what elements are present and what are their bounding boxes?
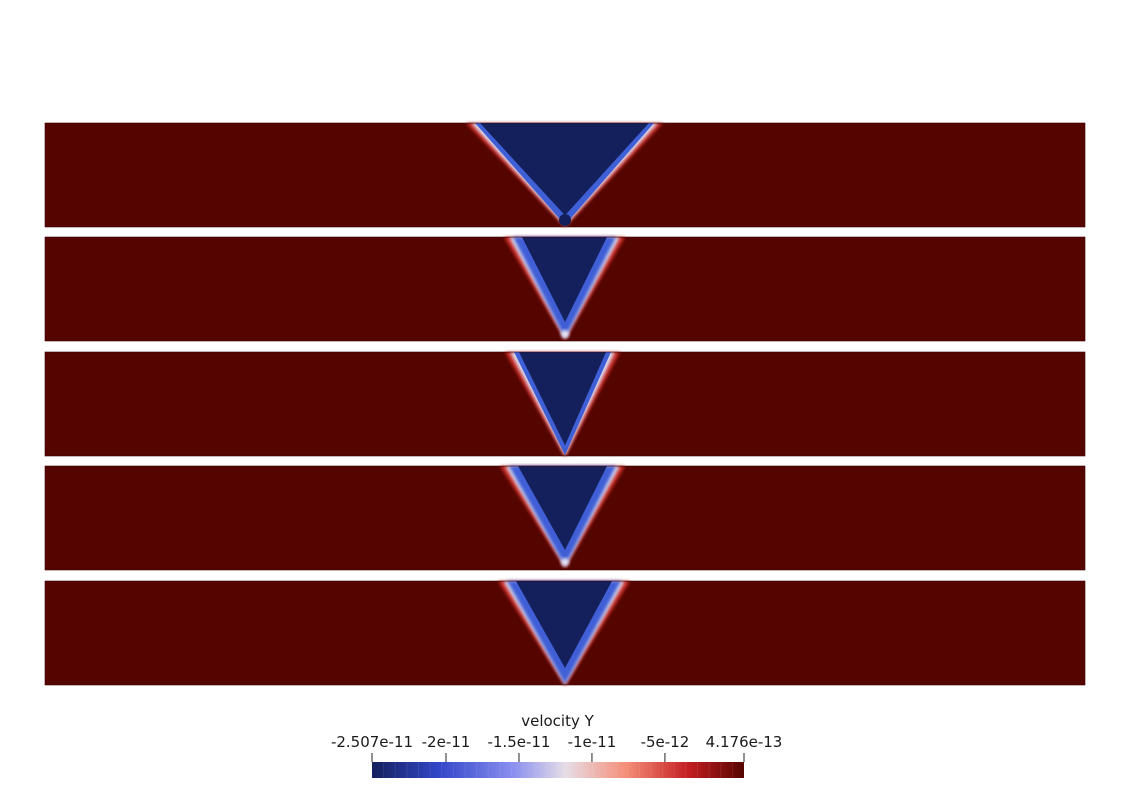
panel-4-tip xyxy=(561,558,569,566)
colorbar-title: velocity Y xyxy=(521,712,594,730)
colorbar-tick-label: 4.176e-13 xyxy=(705,733,783,751)
field-panel-5 xyxy=(44,580,1086,686)
field-panel-2 xyxy=(44,236,1086,342)
panel-1-border xyxy=(44,122,1086,228)
panel-5-border xyxy=(44,580,1086,686)
colorbar-tick-label: -2e-11 xyxy=(421,733,471,751)
colorbar-gradient xyxy=(372,762,744,778)
colorbar-tick-label: -5e-12 xyxy=(640,733,690,751)
field-panel-1 xyxy=(44,122,1086,228)
panel-2-wedge-core xyxy=(522,237,607,322)
panel-5-wedge-core xyxy=(516,581,612,668)
panel-4-wedge-core xyxy=(518,466,607,550)
field-panel-4 xyxy=(44,465,1086,571)
panel-3-border xyxy=(44,351,1086,457)
panel-1-tip xyxy=(559,214,571,226)
field-panel-3 xyxy=(44,351,1086,457)
panel-4-border xyxy=(44,465,1086,571)
panel-2-border xyxy=(44,236,1086,342)
panel-3-wedge-core xyxy=(519,352,606,446)
colorbar-tick-label: -1e-11 xyxy=(567,733,617,751)
colorbar-tick-label: -1.5e-11 xyxy=(487,733,551,751)
panel-1-wedge-core xyxy=(480,123,649,216)
colorbar xyxy=(371,753,745,778)
colorbar-tick-label: -2.507e-11 xyxy=(330,733,414,751)
panel-2-tip xyxy=(561,330,569,338)
